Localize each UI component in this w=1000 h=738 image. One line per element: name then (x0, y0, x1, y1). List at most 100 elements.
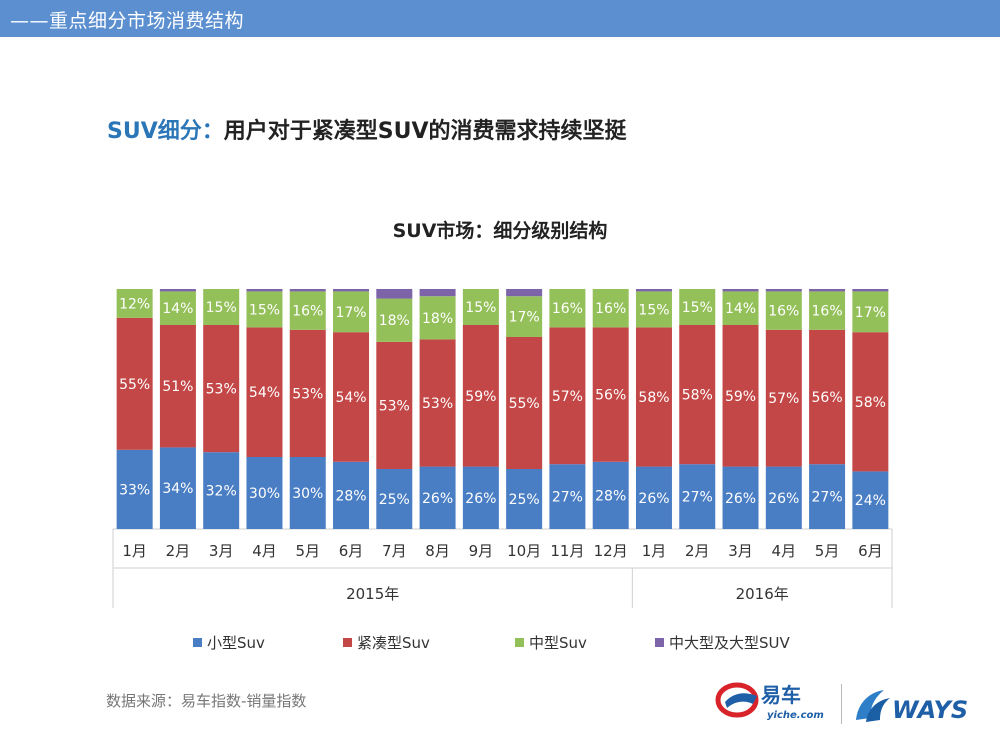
data-label: 12% (119, 296, 150, 312)
bar-stack: 25% 55% 17% (506, 289, 543, 529)
legend-label: 紧凑型Suv (357, 633, 430, 652)
bar-segment (116, 289, 153, 318)
bar-segment (549, 464, 586, 529)
data-label: 16% (595, 301, 626, 317)
bar-segment (635, 466, 672, 529)
slide-title-accent: SUV细分： (107, 119, 224, 144)
legend-swatch (655, 637, 664, 647)
data-label: 30% (292, 486, 323, 502)
bar-segment (419, 339, 456, 467)
bar-stack: 26% 57% 16% (765, 289, 802, 529)
data-label: 34% (162, 481, 193, 497)
data-label: 57% (552, 389, 583, 405)
bar-stack: 26% 53% 18% (419, 289, 456, 529)
legend-swatch (515, 637, 524, 647)
data-label: 27% (552, 490, 583, 506)
group-label: 2015年 (346, 585, 399, 603)
header-title: ——重点细分市场消费结构 (10, 10, 245, 32)
data-label: 16% (768, 304, 799, 320)
tick-label: 2月 (685, 542, 710, 560)
bar-segment (635, 289, 672, 292)
data-label: 26% (465, 491, 496, 507)
bar-stack: 25% 53% 18% (376, 289, 413, 529)
legend-swatch (193, 637, 202, 647)
legend-label: 中大型及大型SUV (669, 633, 790, 652)
data-label: 53% (379, 398, 410, 414)
data-label: 59% (465, 389, 496, 405)
data-label: 15% (249, 302, 280, 318)
bar-segment (246, 291, 283, 328)
ways-logo-wing-icon (856, 690, 884, 720)
bar-segment (246, 289, 283, 292)
bar-segment (116, 449, 153, 529)
tick-label: 1月 (122, 542, 147, 560)
bar-segment (376, 469, 413, 529)
category-axis: 2015年 2016年 1月 2月 3月 4月 5月 6月 7月 8月 9月 10月 11月 12月 1月 2… (112, 528, 893, 608)
bar-segment (419, 296, 456, 340)
tick-label: 9月 (469, 542, 494, 560)
data-label: 16% (552, 301, 583, 317)
legend-swatch (343, 637, 352, 647)
chart-legend: 小型Suv 紧凑型Suv 中型Suv 中大型及大型SUV (193, 630, 833, 654)
bar-stack: 26% 59% 15% (462, 289, 499, 529)
legend-label: 中型Suv (529, 633, 587, 652)
tick-label: 11月 (550, 542, 584, 560)
bar-segment (462, 289, 499, 325)
data-label: 55% (509, 396, 540, 412)
data-label: 14% (725, 301, 756, 317)
bar-segment (376, 341, 413, 469)
bar-segment (289, 289, 326, 292)
bar-segment (159, 289, 196, 292)
bar-segment (765, 291, 802, 330)
data-label: 24% (855, 493, 886, 509)
bar-stack: 26% 59% 14% (722, 289, 759, 529)
bar-segment (462, 466, 499, 529)
bar-segment (592, 289, 629, 328)
bar-segment (852, 289, 889, 292)
bar-stack: 27% 56% 16% (809, 289, 846, 529)
data-label: 15% (465, 300, 496, 316)
data-label: 53% (422, 396, 453, 412)
data-label: 26% (422, 491, 453, 507)
tick-label: 12月 (594, 542, 628, 560)
data-label: 28% (335, 488, 366, 504)
bar-segment (462, 325, 499, 467)
data-label: 16% (812, 304, 843, 320)
bar-segment (419, 466, 456, 529)
bar-segment (765, 289, 802, 292)
bar-segment (159, 325, 196, 448)
group-label: 2016年 (736, 585, 789, 603)
data-label: 15% (638, 302, 669, 318)
bar-segment (722, 289, 759, 292)
bar-segment (506, 296, 543, 337)
bar-segment (765, 466, 802, 529)
bar-segment (852, 291, 889, 333)
bar-segment (809, 291, 846, 330)
tick-label: 6月 (339, 542, 364, 560)
tick-label: 7月 (382, 542, 407, 560)
bar-segment (635, 327, 672, 467)
bar-stack: 33% 55% 12% (116, 289, 153, 529)
data-label: 16% (292, 304, 323, 320)
yiche-logo: 易车 yiche.com (715, 682, 824, 721)
bar-segment (765, 329, 802, 467)
bar-segment (333, 461, 370, 529)
data-label: 26% (725, 491, 756, 507)
tick-label: 5月 (295, 542, 320, 560)
bar-stack: 27% 58% 15% (679, 289, 716, 529)
bar-stack: 30% 54% 15% (246, 289, 283, 529)
bar-segment (679, 325, 716, 465)
bar-segment (679, 289, 716, 325)
bar-segment (635, 291, 672, 328)
tick-label: 8月 (425, 542, 450, 560)
data-label: 54% (249, 385, 280, 401)
bar-segment (549, 327, 586, 465)
data-label: 18% (422, 311, 453, 327)
data-label: 15% (206, 300, 237, 316)
data-label: 54% (335, 390, 366, 406)
data-label: 51% (162, 379, 193, 395)
legend-label: 小型Suv (207, 633, 265, 652)
bar-stack: 27% 57% 16% (549, 289, 586, 529)
data-label: 32% (206, 484, 237, 500)
data-label: 28% (595, 488, 626, 504)
